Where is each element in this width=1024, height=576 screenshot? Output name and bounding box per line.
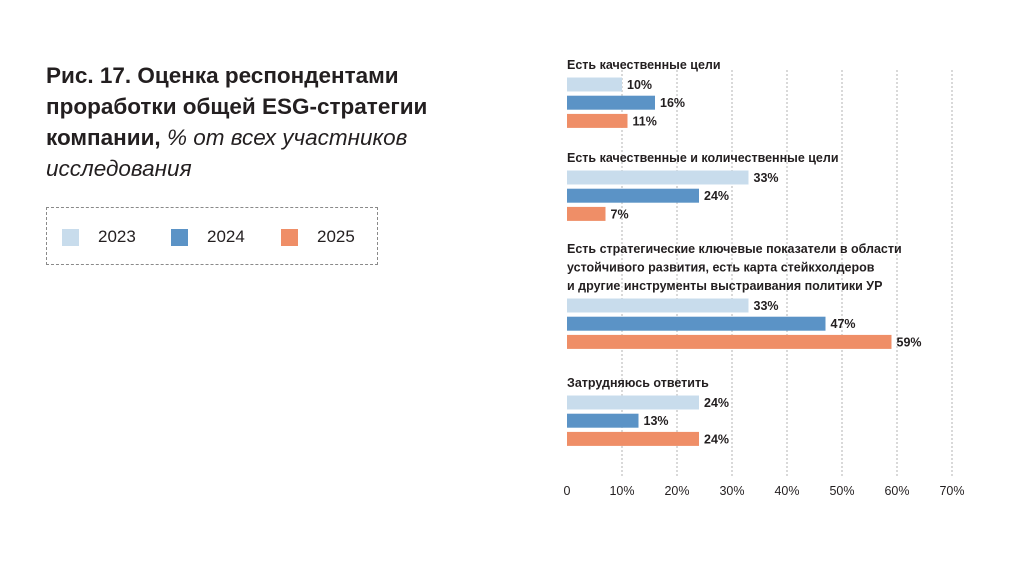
legend-label-2025: 2025: [317, 227, 355, 246]
bar-2025: [567, 431, 699, 446]
bar-2025: [567, 206, 606, 221]
legend-swatch-2023: [62, 229, 79, 246]
bar-2025: [567, 113, 628, 128]
data-label-2024: 47%: [831, 317, 856, 331]
category-label: Есть качественные цели: [567, 58, 721, 72]
data-label-2025: 7%: [611, 207, 629, 221]
bar-2024: [567, 95, 655, 110]
x-tick-label: 70%: [939, 484, 964, 498]
legend: 2023 2024 2025: [46, 207, 378, 265]
data-label-2023: 33%: [754, 171, 779, 185]
x-tick-label: 30%: [719, 484, 744, 498]
data-label-2023: 33%: [754, 299, 779, 313]
bar-2024: [567, 316, 826, 331]
chart-subtitle: % от всех участников исследования: [46, 125, 408, 181]
category-label: Есть качественные и количественные цели: [567, 151, 839, 165]
legend-label-2024: 2024: [207, 227, 245, 246]
category-label: и другие инструменты выстраивания полити…: [567, 279, 882, 293]
bar-2024: [567, 413, 639, 428]
x-tick-label: 10%: [609, 484, 634, 498]
data-label-2025: 24%: [704, 432, 729, 446]
bar-2023: [567, 298, 749, 313]
data-label-2024: 16%: [660, 96, 685, 110]
legend-label-2023: 2023: [98, 227, 136, 246]
data-label-2023: 10%: [627, 78, 652, 92]
legend-swatch-2025: [281, 229, 298, 246]
x-tick-label: 40%: [774, 484, 799, 498]
data-label-2024: 24%: [704, 189, 729, 203]
bar-2023: [567, 77, 622, 92]
bar-2023: [567, 395, 699, 410]
data-label-2025: 59%: [897, 335, 922, 349]
data-label-2024: 13%: [644, 414, 669, 428]
chart-title: Рис. 17. Оценка респондентами проработки…: [46, 60, 486, 184]
x-tick-label: 20%: [664, 484, 689, 498]
data-label-2023: 24%: [704, 396, 729, 410]
category-label: Затрудняюсь ответить: [567, 376, 709, 390]
bar-2025: [567, 334, 892, 349]
category-label: устойчивого развития, есть карта стейкхо…: [567, 261, 875, 275]
x-tick-label: 60%: [884, 484, 909, 498]
x-tick-label: 50%: [829, 484, 854, 498]
legend-swatch-2024: [171, 229, 188, 246]
x-tick-label: 0: [564, 484, 571, 498]
bar-2024: [567, 188, 699, 203]
category-label: Есть стратегические ключевые показатели …: [567, 242, 902, 256]
chart-title-main: Рис. 17. Оценка респондентами проработки…: [46, 63, 428, 150]
bar-2023: [567, 170, 749, 185]
data-label-2025: 11%: [633, 114, 657, 128]
